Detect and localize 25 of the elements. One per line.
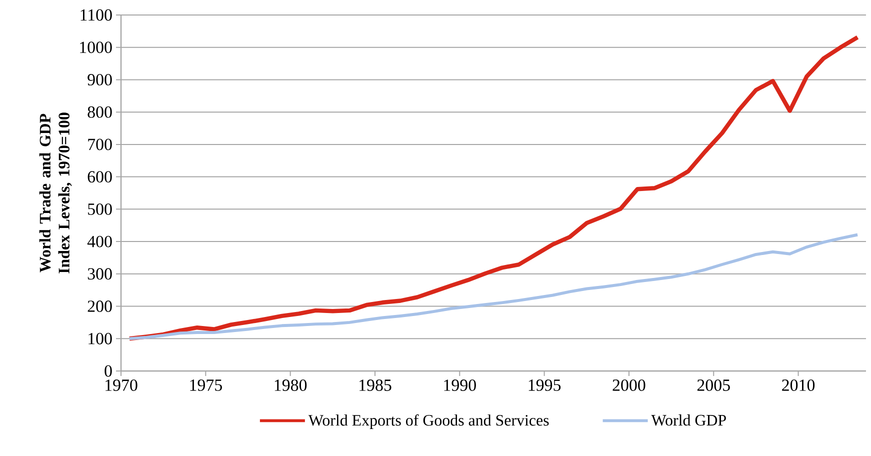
x-tick-label: 1990: [444, 380, 476, 391]
y-tick-label: 0: [104, 365, 112, 377]
y-tick-label: 900: [88, 74, 112, 86]
y-tick-label: 500: [88, 203, 112, 215]
x-tick-label: 2000: [612, 380, 646, 391]
y-tick-label: 1100: [80, 9, 112, 21]
y-axis-title: World Trade and GDP Index Levels, 1970=100: [39, 112, 72, 274]
x-tick-label: 1975: [190, 380, 222, 391]
y-tick-label: 1000: [80, 42, 112, 54]
x-tick-label: 1970: [106, 380, 138, 391]
x-tick-label: 2010: [782, 380, 815, 391]
x-tick-label: 1980: [274, 380, 307, 391]
y-tick-label: 200: [88, 300, 112, 312]
legend-label: World GDP: [651, 414, 726, 426]
x-tick-label: 1995: [528, 380, 561, 391]
line-series: [127, 35, 860, 341]
y-tick-label: 400: [87, 236, 112, 248]
y-tick-label: 800: [88, 106, 112, 118]
y-tick-label: 600: [88, 171, 112, 183]
x-tick-label: 2005: [697, 380, 730, 391]
y-tick-label: 100: [88, 332, 112, 344]
x-tick-label: 1985: [360, 380, 392, 391]
y-tick-label: 300: [88, 268, 112, 280]
legend-label: World Exports of Goods and Services: [308, 414, 549, 429]
y-tick-label: 700: [88, 138, 112, 150]
